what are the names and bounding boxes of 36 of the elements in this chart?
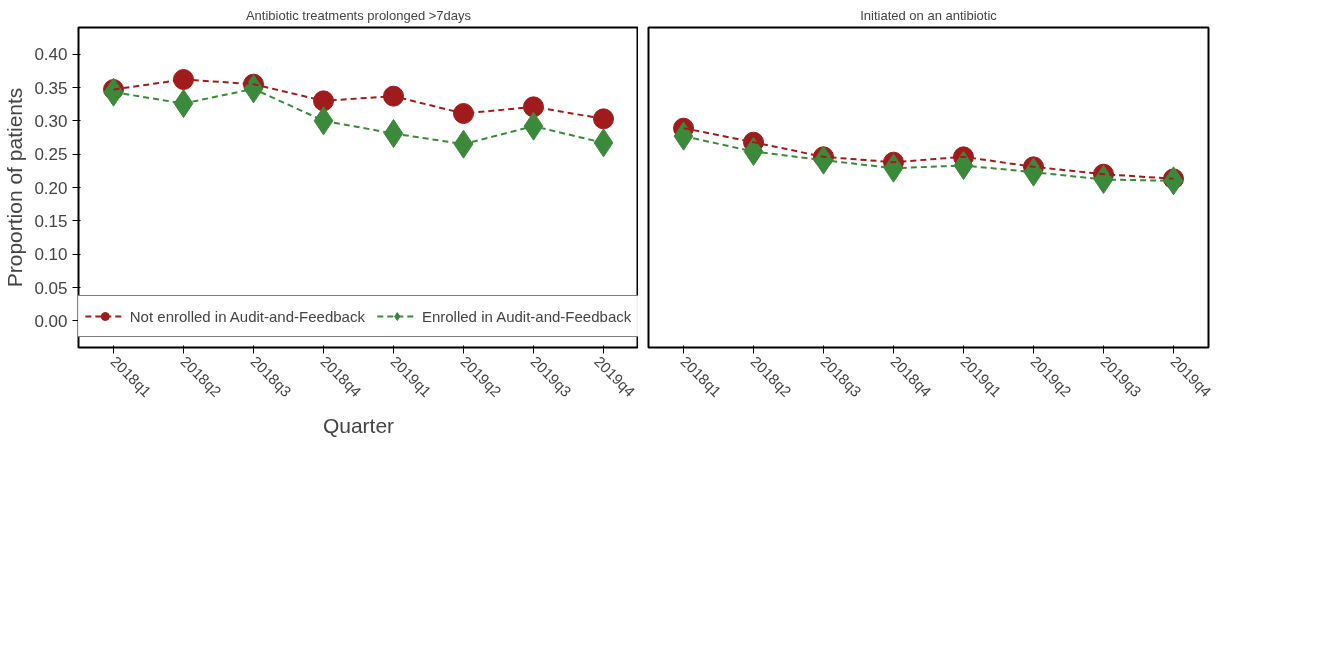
y-tick-label: 0.35 (34, 78, 68, 98)
y-tick-label: 0.40 (34, 45, 68, 65)
y-axis-title: Proportion of patients (3, 87, 27, 288)
legend-label: Enrolled in Audit-and-Feedback (421, 307, 632, 325)
point (383, 85, 404, 107)
point (523, 111, 544, 141)
chart-title: Initiated on an antibiotic (860, 7, 998, 23)
legend-label: Not enrolled in Audit-and-Feedback (129, 307, 365, 325)
point (383, 119, 404, 148)
point (673, 121, 694, 151)
point (453, 103, 474, 124)
y-tick-label: 0.25 (34, 145, 68, 165)
point (593, 108, 614, 130)
y-tick-label: 0.30 (34, 111, 68, 131)
x-axis-title: Quarter (322, 413, 395, 437)
point (453, 129, 474, 159)
point (813, 145, 834, 175)
y-tick-label: 0.15 (34, 211, 68, 231)
point (1163, 166, 1184, 196)
point (883, 153, 904, 183)
point (1093, 165, 1114, 194)
point (173, 69, 194, 90)
point (953, 151, 974, 180)
point (593, 128, 614, 158)
y-tick-label: 0.05 (34, 278, 68, 298)
point (313, 90, 334, 112)
y-tick-label: 0.10 (34, 245, 68, 265)
y-tick-label: 0.20 (34, 178, 68, 198)
point (1023, 157, 1044, 187)
point (173, 89, 194, 118)
point (103, 77, 124, 107)
chart-title: Antibiotic treatments prolonged >7days (245, 7, 472, 23)
y-tick-label: 0.00 (34, 311, 68, 331)
point (313, 106, 334, 136)
point (743, 137, 764, 166)
point (243, 74, 264, 104)
